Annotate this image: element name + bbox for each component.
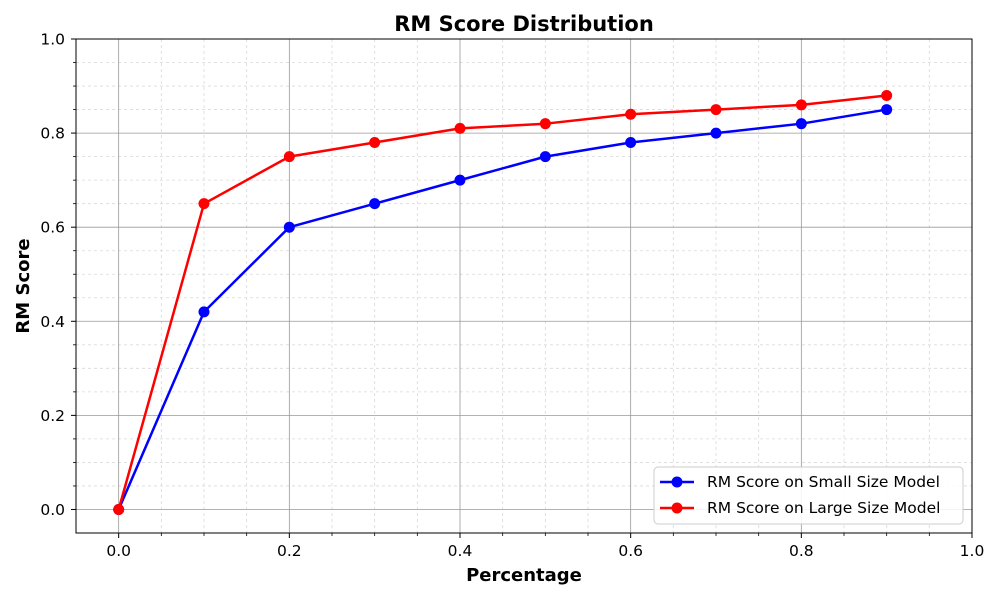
y-tick-label: 0.8 (40, 125, 65, 143)
data-point-large-model (113, 503, 125, 515)
plot-area-frame (75, 38, 973, 534)
data-point-small-model (369, 198, 381, 210)
legend: RM Score on Small Size Model RM Score on… (653, 466, 964, 525)
y-axis-label: RM Score (13, 238, 34, 333)
data-point-small-model (625, 137, 637, 149)
legend-label-large-model: RM Score on Large Size Model (707, 499, 940, 517)
y-tick-label: 0.4 (40, 313, 65, 331)
x-tick-label: 0.8 (789, 542, 814, 560)
data-point-small-model (710, 127, 722, 139)
data-point-large-model (454, 122, 466, 134)
data-point-small-model (454, 174, 466, 186)
series-layer (113, 89, 893, 515)
legend-label-small-model: RM Score on Small Size Model (707, 473, 940, 491)
data-point-large-model (539, 118, 551, 130)
legend-marker-small-model (671, 476, 683, 488)
y-tick-label: 1.0 (40, 31, 65, 49)
data-point-large-model (795, 99, 807, 111)
y-tick-label: 0.2 (40, 407, 65, 425)
series-line-large-model (117, 94, 887, 510)
y-tick-label: 0.0 (40, 501, 65, 519)
data-point-small-model (198, 306, 210, 318)
tick-labels: 0.0 0.2 0.4 0.6 0.8 1.0 0.0 0.2 0.4 0.6 0.8 1.0 (40, 31, 984, 561)
x-tick-label: 0.6 (618, 542, 643, 560)
data-point-large-model (198, 198, 210, 210)
data-point-small-model (539, 151, 551, 163)
data-point-large-model (625, 108, 637, 120)
legend-box (653, 466, 964, 525)
chart-title: RM Score Distribution (394, 12, 654, 36)
x-tick-label: 0.0 (106, 542, 131, 560)
series-line-small-model (117, 108, 887, 510)
legend-marker-large-model (671, 502, 683, 514)
x-tick-label: 0.2 (277, 542, 302, 560)
data-point-small-model (795, 118, 807, 130)
x-axis-label: Percentage (466, 565, 582, 586)
data-point-small-model (881, 104, 893, 116)
data-point-large-model (710, 104, 722, 116)
axis-ticks (71, 38, 973, 538)
x-tick-label: 1.0 (960, 542, 985, 560)
data-point-small-model (283, 221, 295, 233)
data-point-large-model (369, 137, 381, 149)
data-point-large-model (881, 89, 893, 101)
data-point-large-model (283, 151, 295, 163)
x-tick-label: 0.4 (448, 542, 473, 560)
y-tick-label: 0.6 (40, 219, 65, 237)
minor-gridlines (76, 39, 972, 533)
